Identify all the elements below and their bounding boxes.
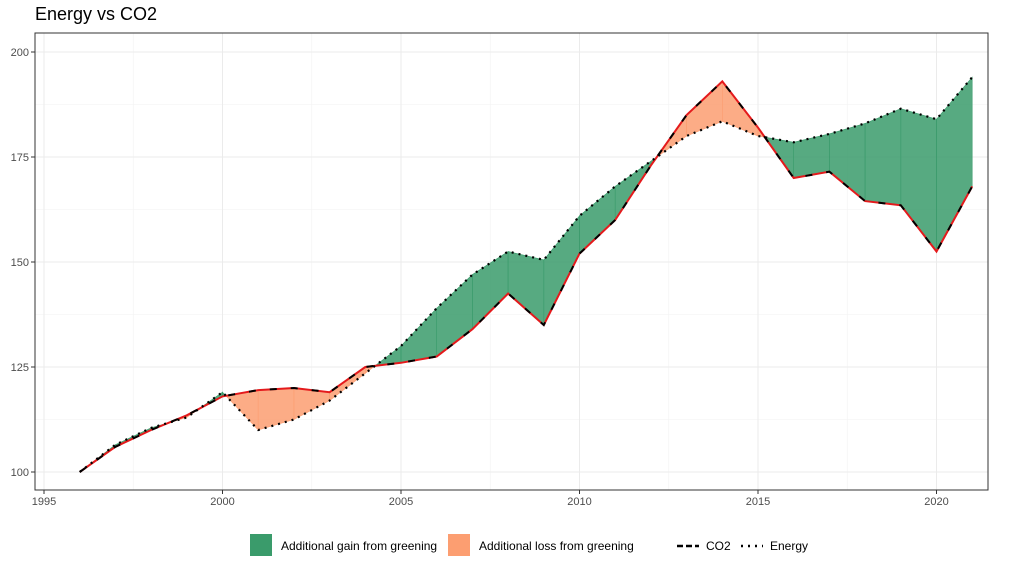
y-tick-label: 100 [11, 467, 29, 479]
gain-area [507, 251, 545, 326]
y-tick-label: 150 [11, 257, 29, 269]
energy-line [79, 76, 974, 473]
legend: Additional gain from greening Additional … [250, 534, 808, 556]
gain-area [400, 307, 438, 364]
fill-areas [79, 76, 973, 473]
legend-loss-swatch [448, 534, 470, 556]
gain-area [543, 214, 580, 326]
legend-gain-label: Additional gain from greening [281, 539, 437, 553]
y-tick-label: 200 [11, 47, 29, 59]
gain-area [436, 273, 473, 358]
x-tick-label: 2000 [210, 496, 234, 508]
grid [35, 33, 988, 490]
gain-area [936, 76, 973, 252]
legend-loss-label: Additional loss from greening [479, 539, 634, 553]
x-tick-label: 1995 [32, 496, 56, 508]
gain-area [579, 185, 616, 255]
co2-dash-line [79, 79, 974, 473]
legend-gain-swatch [250, 534, 272, 556]
series-lines [79, 76, 974, 473]
axes: 1995 2000 2005 2010 2015 2020 100 125 150 175 200 [11, 47, 949, 508]
legend-co2-label: CO2 [706, 539, 731, 553]
chart-title: Energy vs CO2 [35, 4, 158, 24]
x-tick-label: 2015 [746, 496, 770, 508]
y-tick-label: 175 [11, 152, 29, 164]
gain-area [864, 108, 902, 206]
loss-area [225, 389, 259, 431]
x-tick-label: 2010 [567, 496, 591, 508]
x-tick-label: 2005 [389, 496, 413, 508]
gain-area [900, 108, 937, 253]
legend-energy-label: Energy [770, 539, 808, 553]
y-tick-label: 125 [11, 362, 29, 374]
gain-area [793, 133, 830, 179]
x-tick-label: 2020 [924, 496, 948, 508]
loss-area [257, 387, 295, 431]
